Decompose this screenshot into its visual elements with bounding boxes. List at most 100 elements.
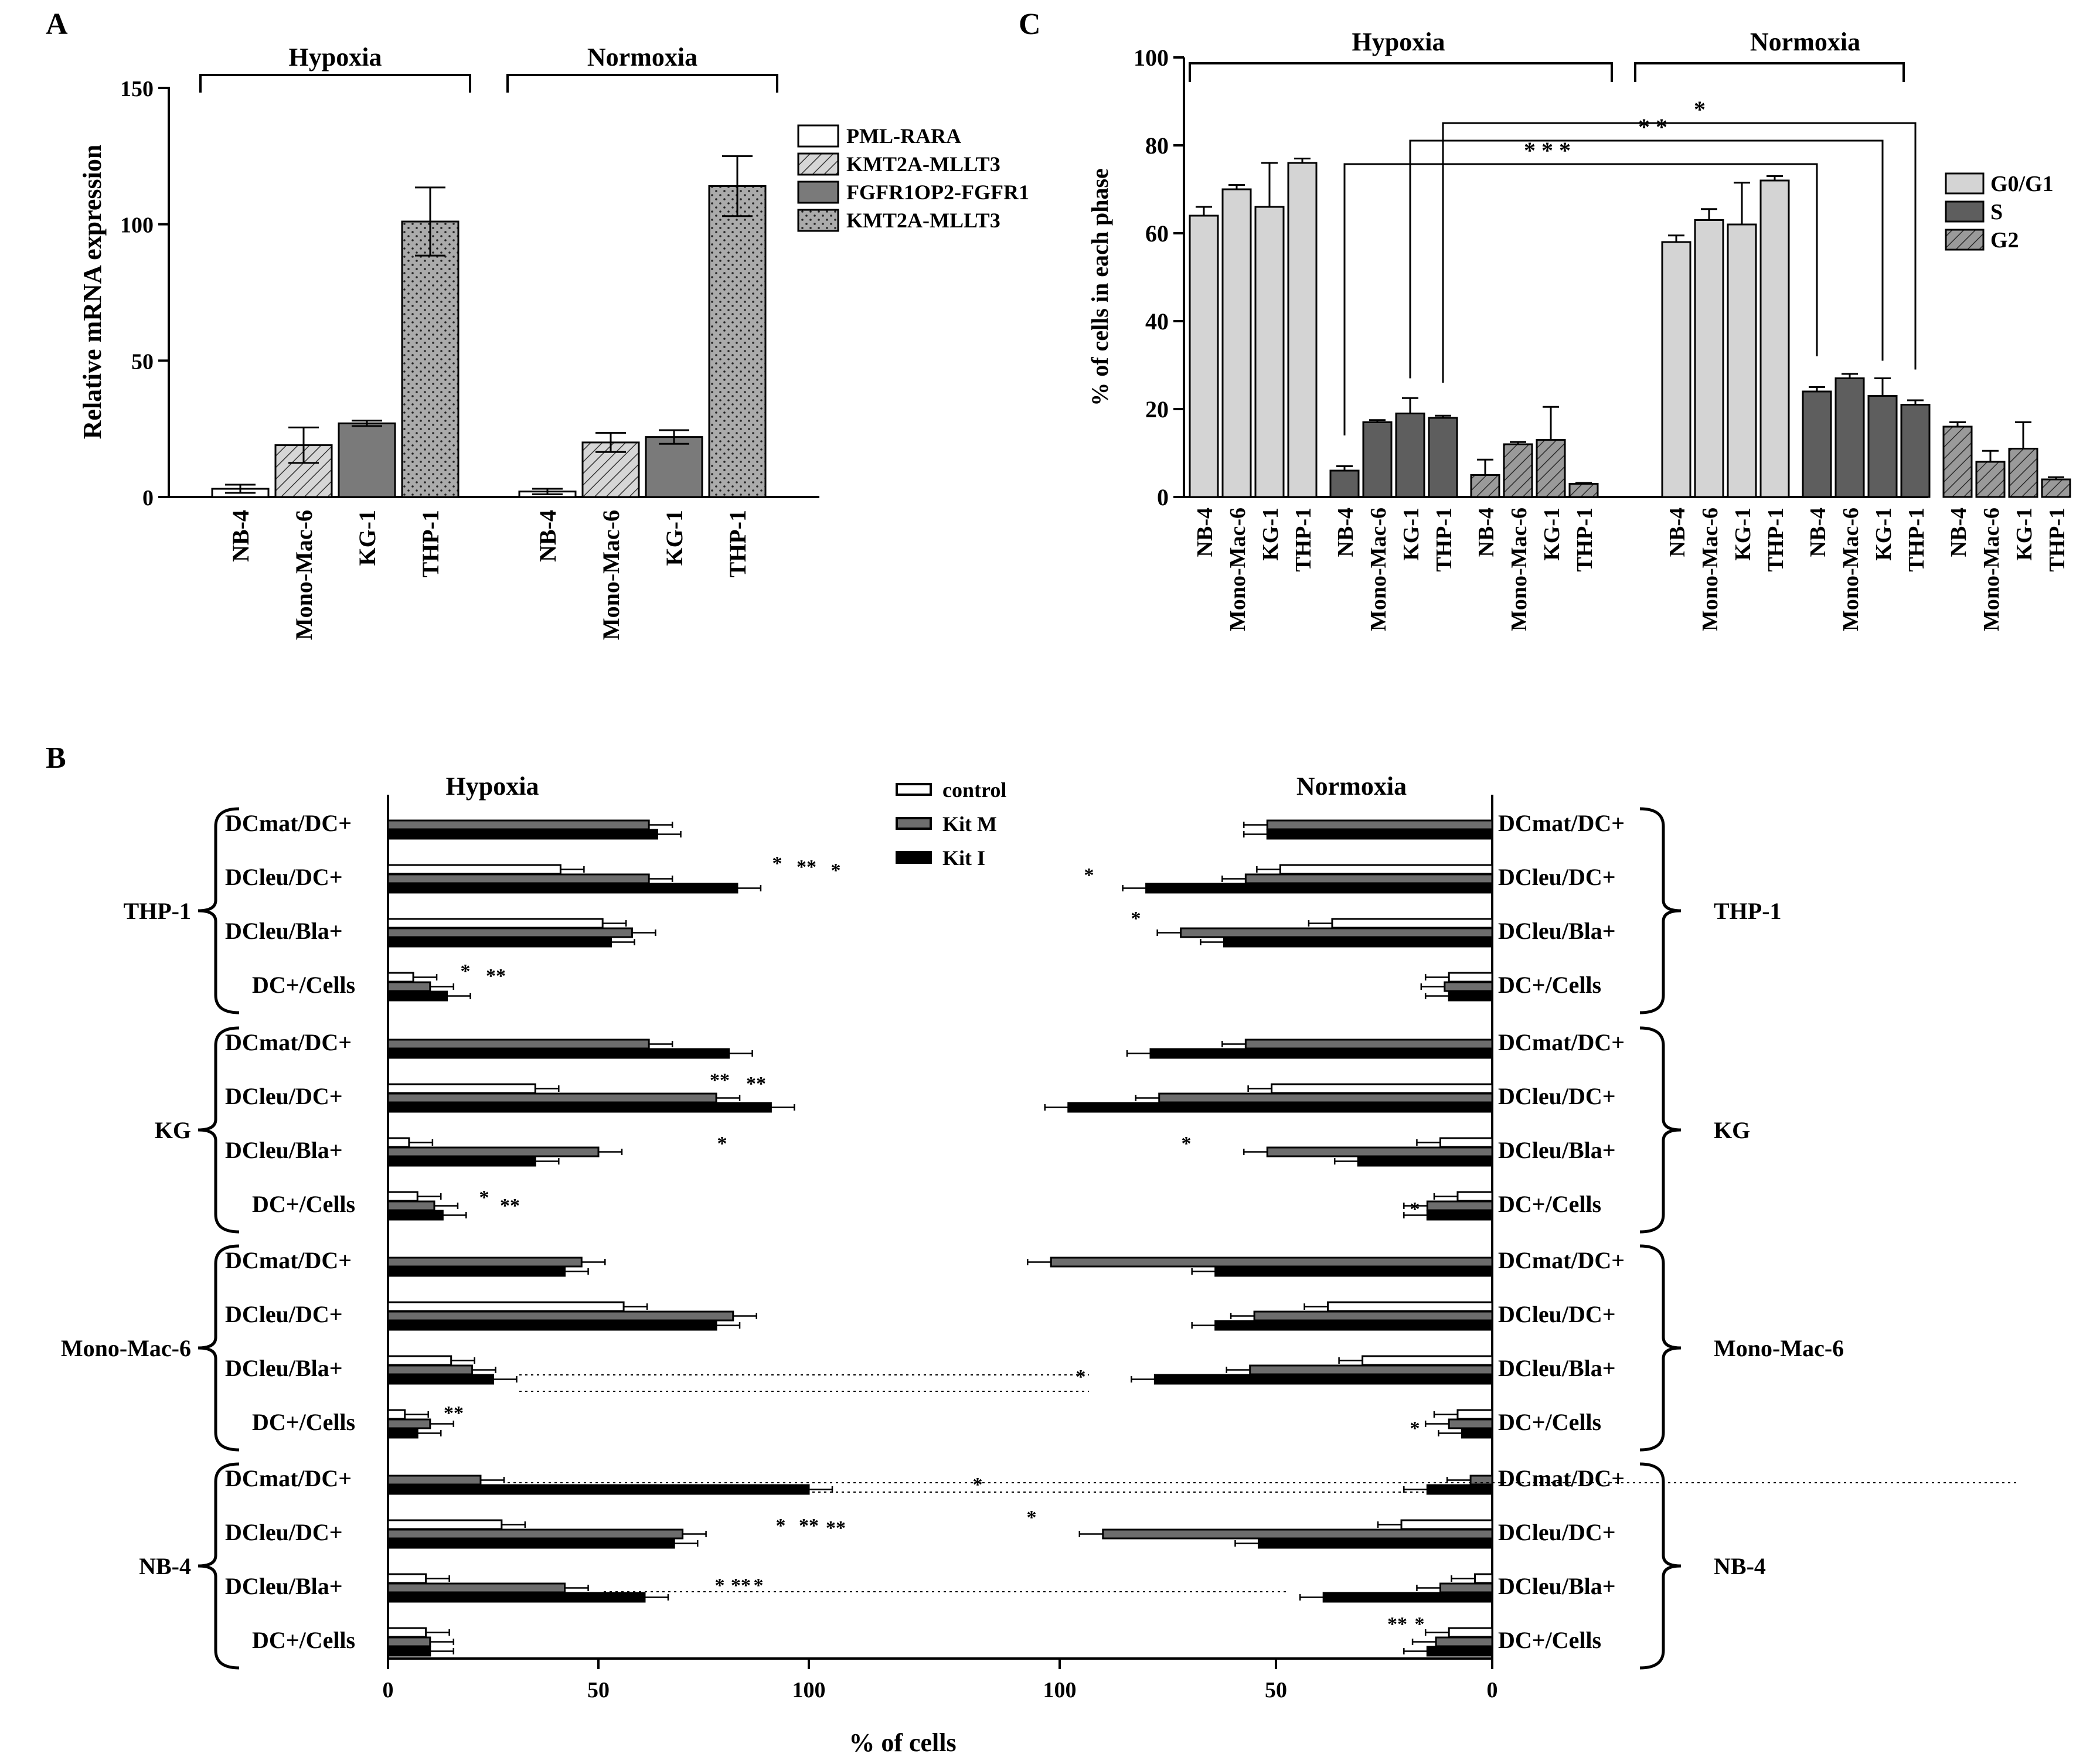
- bar-hypoxia: [387, 1646, 431, 1657]
- y-tick-label: 0: [142, 486, 154, 510]
- significance-star: **: [826, 1517, 846, 1539]
- bar-normoxia: [1456, 1409, 1493, 1420]
- bar-normoxia: [1244, 873, 1493, 884]
- legend-swatch: [1945, 200, 1985, 223]
- x-tick-label: KG-1: [354, 510, 380, 566]
- left-brace: [198, 1026, 240, 1234]
- x-tick-label: Mono-Mac-6: [1979, 508, 2004, 631]
- bar: [1189, 214, 1219, 498]
- bar-hypoxia: [387, 1191, 418, 1202]
- bar-normoxia: [1400, 1519, 1493, 1530]
- bar: [1942, 425, 1973, 498]
- bar-normoxia: [1249, 1364, 1493, 1375]
- bar-hypoxia: [387, 829, 659, 840]
- x-tick-label: KG-1: [1871, 508, 1896, 561]
- x-tick-label: KG-1: [1399, 508, 1424, 561]
- bar-normoxia: [1214, 1320, 1493, 1331]
- metric-label-left: DCleu/Bla+: [225, 1137, 343, 1163]
- bar: [1470, 474, 1500, 498]
- significance-bracket: [1409, 139, 1884, 379]
- y-axis-title: Relative mRNA expression: [78, 145, 107, 440]
- bar-hypoxia: [387, 1083, 536, 1094]
- metric-label-right: DCmat/DC+: [1498, 1465, 1625, 1492]
- bar-normoxia: [1448, 1418, 1493, 1429]
- bar-normoxia: [1448, 1627, 1493, 1638]
- bar-hypoxia: [387, 1355, 452, 1366]
- bar-hypoxia: [387, 1528, 684, 1540]
- group-bracket: [1634, 62, 1905, 82]
- metric-label-left: DCmat/DC+: [225, 1029, 352, 1055]
- significance-star: *: [1076, 1366, 1086, 1388]
- bar-hypoxia: [387, 883, 738, 894]
- metric-label-right: DCleu/DC+: [1498, 864, 1616, 890]
- group-bracket: [1189, 62, 1613, 82]
- legend-swatch: [1945, 229, 1985, 251]
- bar-normoxia: [1327, 1301, 1493, 1312]
- metric-label-right: DCleu/Bla+: [1498, 1355, 1616, 1381]
- panel-a-chart: 0 50 100 150 Relative mRNA expression Hypoxia…: [78, 43, 1029, 640]
- significance-label: *: [1694, 96, 1706, 122]
- significance-star: **: [1387, 1613, 1407, 1635]
- bar: [338, 422, 396, 498]
- legend-swatch: [896, 817, 932, 830]
- bar-hypoxia: [387, 1146, 600, 1157]
- metric-label-left: DCleu/DC+: [225, 864, 343, 890]
- legend-swatch: [896, 851, 932, 864]
- legend-label: KMT2A-MLLT3: [846, 209, 1000, 232]
- bar-hypoxia: [387, 1200, 435, 1211]
- x-tick-label: THP-1: [1432, 508, 1456, 572]
- right-title: Normoxia: [1296, 772, 1407, 801]
- significance-star: **: [746, 1073, 766, 1095]
- metric-label-right: DCmat/DC+: [1498, 1247, 1625, 1274]
- bar-normoxia: [1426, 1200, 1493, 1211]
- bar-hypoxia: [387, 1573, 427, 1584]
- bar: [1759, 179, 1790, 498]
- y-tick-label: 40: [1145, 308, 1169, 335]
- bar: [2041, 478, 2071, 498]
- y-tick-label: 0: [1157, 484, 1169, 510]
- bar: [1428, 417, 1458, 498]
- bar: [1536, 439, 1566, 498]
- cell-line-label: KG: [1714, 1117, 1750, 1143]
- legend-label: S: [1990, 200, 2003, 224]
- metric-label-left: DC+/Cells: [252, 1409, 355, 1435]
- metric-label-right: DC+/Cells: [1498, 1191, 1601, 1217]
- significance-label: * *: [1638, 114, 1667, 140]
- right-brace: [1639, 1462, 1682, 1670]
- bar-hypoxia: [387, 1582, 566, 1593]
- metric-label-left: DCleu/Bla+: [225, 1355, 343, 1381]
- panel-label-a: A: [46, 8, 68, 41]
- x-tick-label: Mono-Mac-6: [291, 510, 317, 640]
- x-tick-label: Mono-Mac-6: [1698, 508, 1723, 631]
- cell-line-label: Mono-Mac-6: [61, 1335, 191, 1361]
- bar-hypoxia: [387, 1409, 406, 1420]
- panel-b-chart: 0 50 100 100 50 0 % of cells Hypoxia Normoxia con…: [61, 772, 2016, 1757]
- y-tick-label: 50: [131, 349, 154, 374]
- group-bracket: [199, 74, 471, 93]
- bar-hypoxia: [387, 1310, 734, 1322]
- bar-normoxia: [1461, 1428, 1493, 1439]
- metric-label-right: DCleu/Bla+: [1498, 1137, 1616, 1163]
- group-title: Normoxia: [1750, 28, 1860, 56]
- legend-swatch: [797, 152, 839, 176]
- bar-hypoxia: [387, 927, 633, 938]
- bar-hypoxia: [387, 1266, 566, 1277]
- bar: [1362, 421, 1393, 498]
- metric-label-right: DCleu/DC+: [1498, 1519, 1616, 1545]
- group-title: Normoxia: [587, 43, 697, 71]
- bar-hypoxia: [387, 1475, 482, 1486]
- significance-star: *: [1410, 1198, 1420, 1220]
- x-tick-label: Mono-Mac-6: [1507, 508, 1531, 631]
- bar: [1834, 377, 1865, 498]
- x-tick-label: KG-1: [1540, 508, 1564, 561]
- metric-label-right: DC+/Cells: [1498, 1409, 1601, 1435]
- significance-star: *: [754, 1575, 764, 1596]
- bar-normoxia: [1050, 1257, 1493, 1268]
- bar: [1867, 395, 1898, 498]
- bar-hypoxia: [387, 1102, 772, 1113]
- x-tick-label: Mono-Mac-6: [1366, 508, 1391, 631]
- bar-hypoxia: [387, 1418, 431, 1429]
- y-axis-title: % of cells in each phase: [1087, 168, 1113, 406]
- x-tick-label: NB-4: [1946, 508, 1971, 557]
- bar-hypoxia: [387, 918, 604, 929]
